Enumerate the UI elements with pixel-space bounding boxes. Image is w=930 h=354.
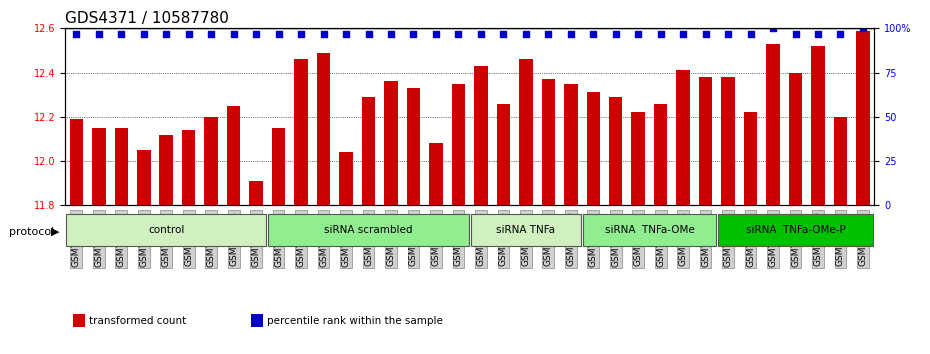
Point [541,31,556,36]
Bar [789,73,803,205]
Point [743,31,758,36]
Point [248,31,263,36]
Point [698,31,713,36]
Bar [541,79,555,205]
FancyBboxPatch shape [718,214,873,246]
Point [518,31,533,36]
Point [406,31,421,36]
Point [856,25,870,31]
Text: siRNA scrambled: siRNA scrambled [325,225,413,235]
Bar [406,88,420,205]
Bar [362,97,375,205]
Point [788,31,803,36]
Bar [251,314,263,327]
Bar [519,59,533,205]
Point [294,31,309,36]
Point [181,31,196,36]
Text: control: control [148,225,184,235]
Bar [339,152,352,205]
Bar [205,117,218,205]
Bar [137,150,151,205]
Bar [833,117,847,205]
Bar [159,135,173,205]
Point [69,31,84,36]
Point [765,25,780,31]
Bar [429,143,443,205]
Bar [182,130,195,205]
Point [226,31,241,36]
Bar [676,70,690,205]
Point [631,31,645,36]
Text: transformed count: transformed count [89,316,187,326]
FancyBboxPatch shape [471,214,581,246]
Bar [249,181,263,205]
Point [473,31,488,36]
Text: protocol: protocol [9,227,55,237]
Point [159,31,174,36]
Point [272,31,286,36]
Bar [744,112,757,205]
Point [361,31,376,36]
Bar [92,128,105,205]
Point [586,31,601,36]
Point [113,31,128,36]
Bar [722,77,735,205]
Bar [857,30,870,205]
Point [721,31,736,36]
Text: GDS4371 / 10587780: GDS4371 / 10587780 [65,11,229,26]
Bar [811,46,825,205]
FancyBboxPatch shape [583,214,716,246]
Bar [497,103,510,205]
Text: siRNA  TNFa-OMe-P: siRNA TNFa-OMe-P [746,225,845,235]
Bar [698,77,712,205]
Text: ▶: ▶ [51,227,60,237]
Bar [609,97,622,205]
Bar [564,84,578,205]
Text: siRNA TNFa: siRNA TNFa [497,225,555,235]
Point [204,31,219,36]
FancyBboxPatch shape [66,214,266,246]
Point [653,31,668,36]
Bar [272,128,286,205]
Point [676,31,691,36]
Bar [73,314,86,327]
Bar [631,112,644,205]
Point [137,31,152,36]
Bar [474,66,487,205]
Bar [384,81,398,205]
Point [451,31,466,36]
Point [91,31,106,36]
Point [496,31,511,36]
Point [383,31,398,36]
Point [811,31,826,36]
Text: percentile rank within the sample: percentile rank within the sample [267,316,444,326]
Bar [317,53,330,205]
FancyBboxPatch shape [269,214,469,246]
Point [316,31,331,36]
Bar [766,44,779,205]
Point [833,31,848,36]
Point [429,31,444,36]
Bar [587,92,600,205]
Text: siRNA  TNFa-OMe: siRNA TNFa-OMe [604,225,695,235]
Point [339,31,353,36]
Bar [227,106,240,205]
Bar [294,59,308,205]
Bar [70,119,83,205]
Bar [452,84,465,205]
Point [608,31,623,36]
Bar [654,103,668,205]
Bar [114,128,128,205]
Point [564,31,578,36]
